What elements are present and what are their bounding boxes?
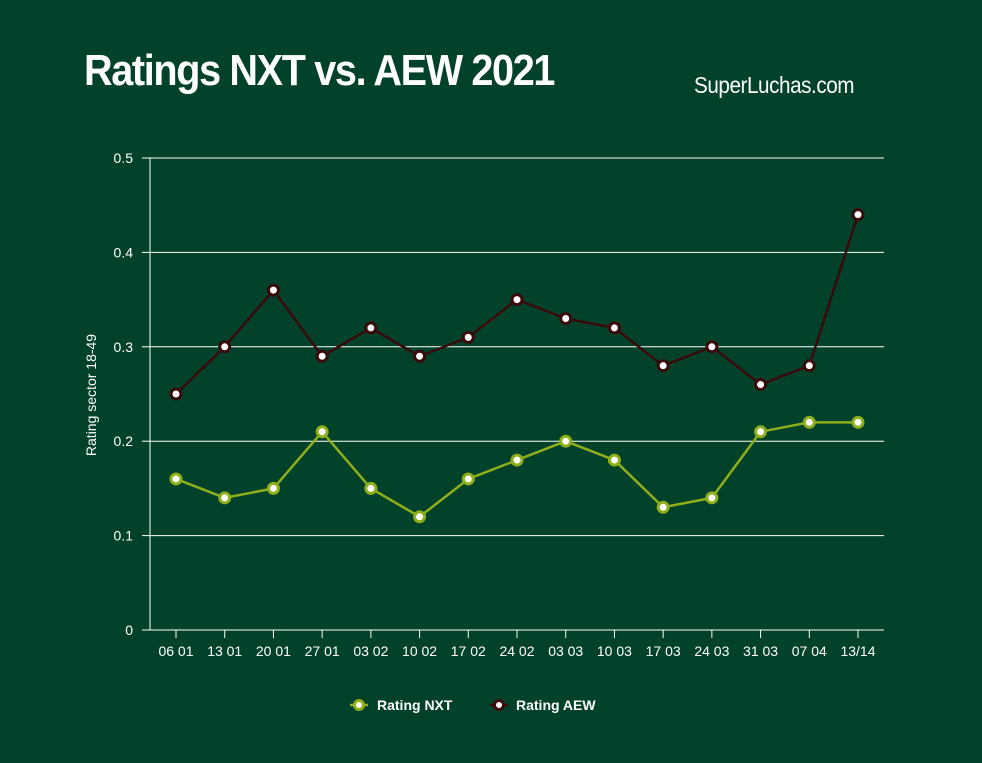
y-tick-label: 0.5: [114, 150, 134, 166]
data-point: [705, 491, 719, 505]
data-point: [607, 321, 621, 335]
data-point: [656, 359, 670, 373]
x-tick-label: 27 01: [305, 643, 340, 659]
x-tick-label: 06 01: [158, 643, 193, 659]
data-point: [705, 340, 719, 354]
y-tick-labels: 0 0.1 0.2 0.3 0.4 0.5: [114, 150, 134, 638]
axes: [142, 157, 884, 638]
grid-lines: [150, 157, 884, 537]
source-label: SuperLuchas.com: [694, 72, 855, 98]
x-tick-label: 31 03: [743, 643, 778, 659]
data-point: [266, 481, 280, 495]
data-point: [851, 208, 865, 222]
chart-title: Ratings NXT vs. AEW 2021: [84, 46, 555, 95]
legend-item-rating-aew: Rating AEW: [490, 697, 596, 713]
data-point: [802, 415, 816, 429]
x-tick-label: 10 02: [402, 643, 437, 659]
data-point: [461, 330, 475, 344]
data-point: [559, 311, 573, 325]
data-point: [510, 453, 524, 467]
data-point: [315, 425, 329, 439]
data-point: [218, 491, 232, 505]
series-rating-nxt: [169, 415, 865, 524]
x-tick-label: 13/14: [840, 643, 875, 659]
data-point: [169, 472, 183, 486]
series-line: [175, 421, 858, 518]
data-point: [364, 481, 378, 495]
data-point: [266, 283, 280, 297]
x-tick-label: 24 03: [694, 643, 729, 659]
data-point: [413, 510, 427, 524]
y-tick-label: 0.4: [114, 244, 134, 260]
x-tick-label: 10 03: [597, 643, 632, 659]
legend: Rating NXT Rating AEW: [350, 697, 596, 713]
series-group: [169, 208, 865, 524]
data-point: [169, 387, 183, 401]
data-point: [754, 425, 768, 439]
x-tick-label: 03 03: [548, 643, 583, 659]
legend-label: Rating AEW: [516, 697, 596, 713]
x-tick-labels: 06 01 13 01 20 01 27 01 03 02 10 02 17 02 24 02…: [158, 643, 875, 659]
x-tick-label: 24 02: [499, 643, 534, 659]
data-point: [656, 500, 670, 514]
data-point: [559, 434, 573, 448]
data-point: [461, 472, 475, 486]
data-point: [754, 378, 768, 392]
data-point: [851, 415, 865, 429]
data-point: [218, 340, 232, 354]
y-tick-label: 0: [125, 622, 133, 638]
x-tick-label: 17 03: [646, 643, 681, 659]
y-tick-label: 0.3: [114, 339, 134, 355]
x-tick-label: 17 02: [451, 643, 486, 659]
data-point: [315, 349, 329, 363]
y-tick-label: 0.1: [114, 528, 134, 544]
data-point: [510, 293, 524, 307]
legend-label: Rating NXT: [377, 697, 453, 713]
x-tick-label: 07 04: [792, 643, 827, 659]
data-point: [802, 359, 816, 373]
y-tick-label: 0.2: [114, 433, 134, 449]
x-tick-label: 13 01: [207, 643, 242, 659]
data-point: [607, 453, 621, 467]
data-point: [364, 321, 378, 335]
legend-item-rating-nxt: Rating NXT: [350, 697, 453, 713]
series-rating-aew: [169, 208, 865, 401]
y-axis-label: Rating sector 18-49: [83, 334, 99, 456]
data-point: [413, 349, 427, 363]
legend-marker: [493, 699, 505, 711]
x-tick-label: 03 02: [353, 643, 388, 659]
x-tick-label: 20 01: [256, 643, 291, 659]
legend-marker: [353, 699, 365, 711]
